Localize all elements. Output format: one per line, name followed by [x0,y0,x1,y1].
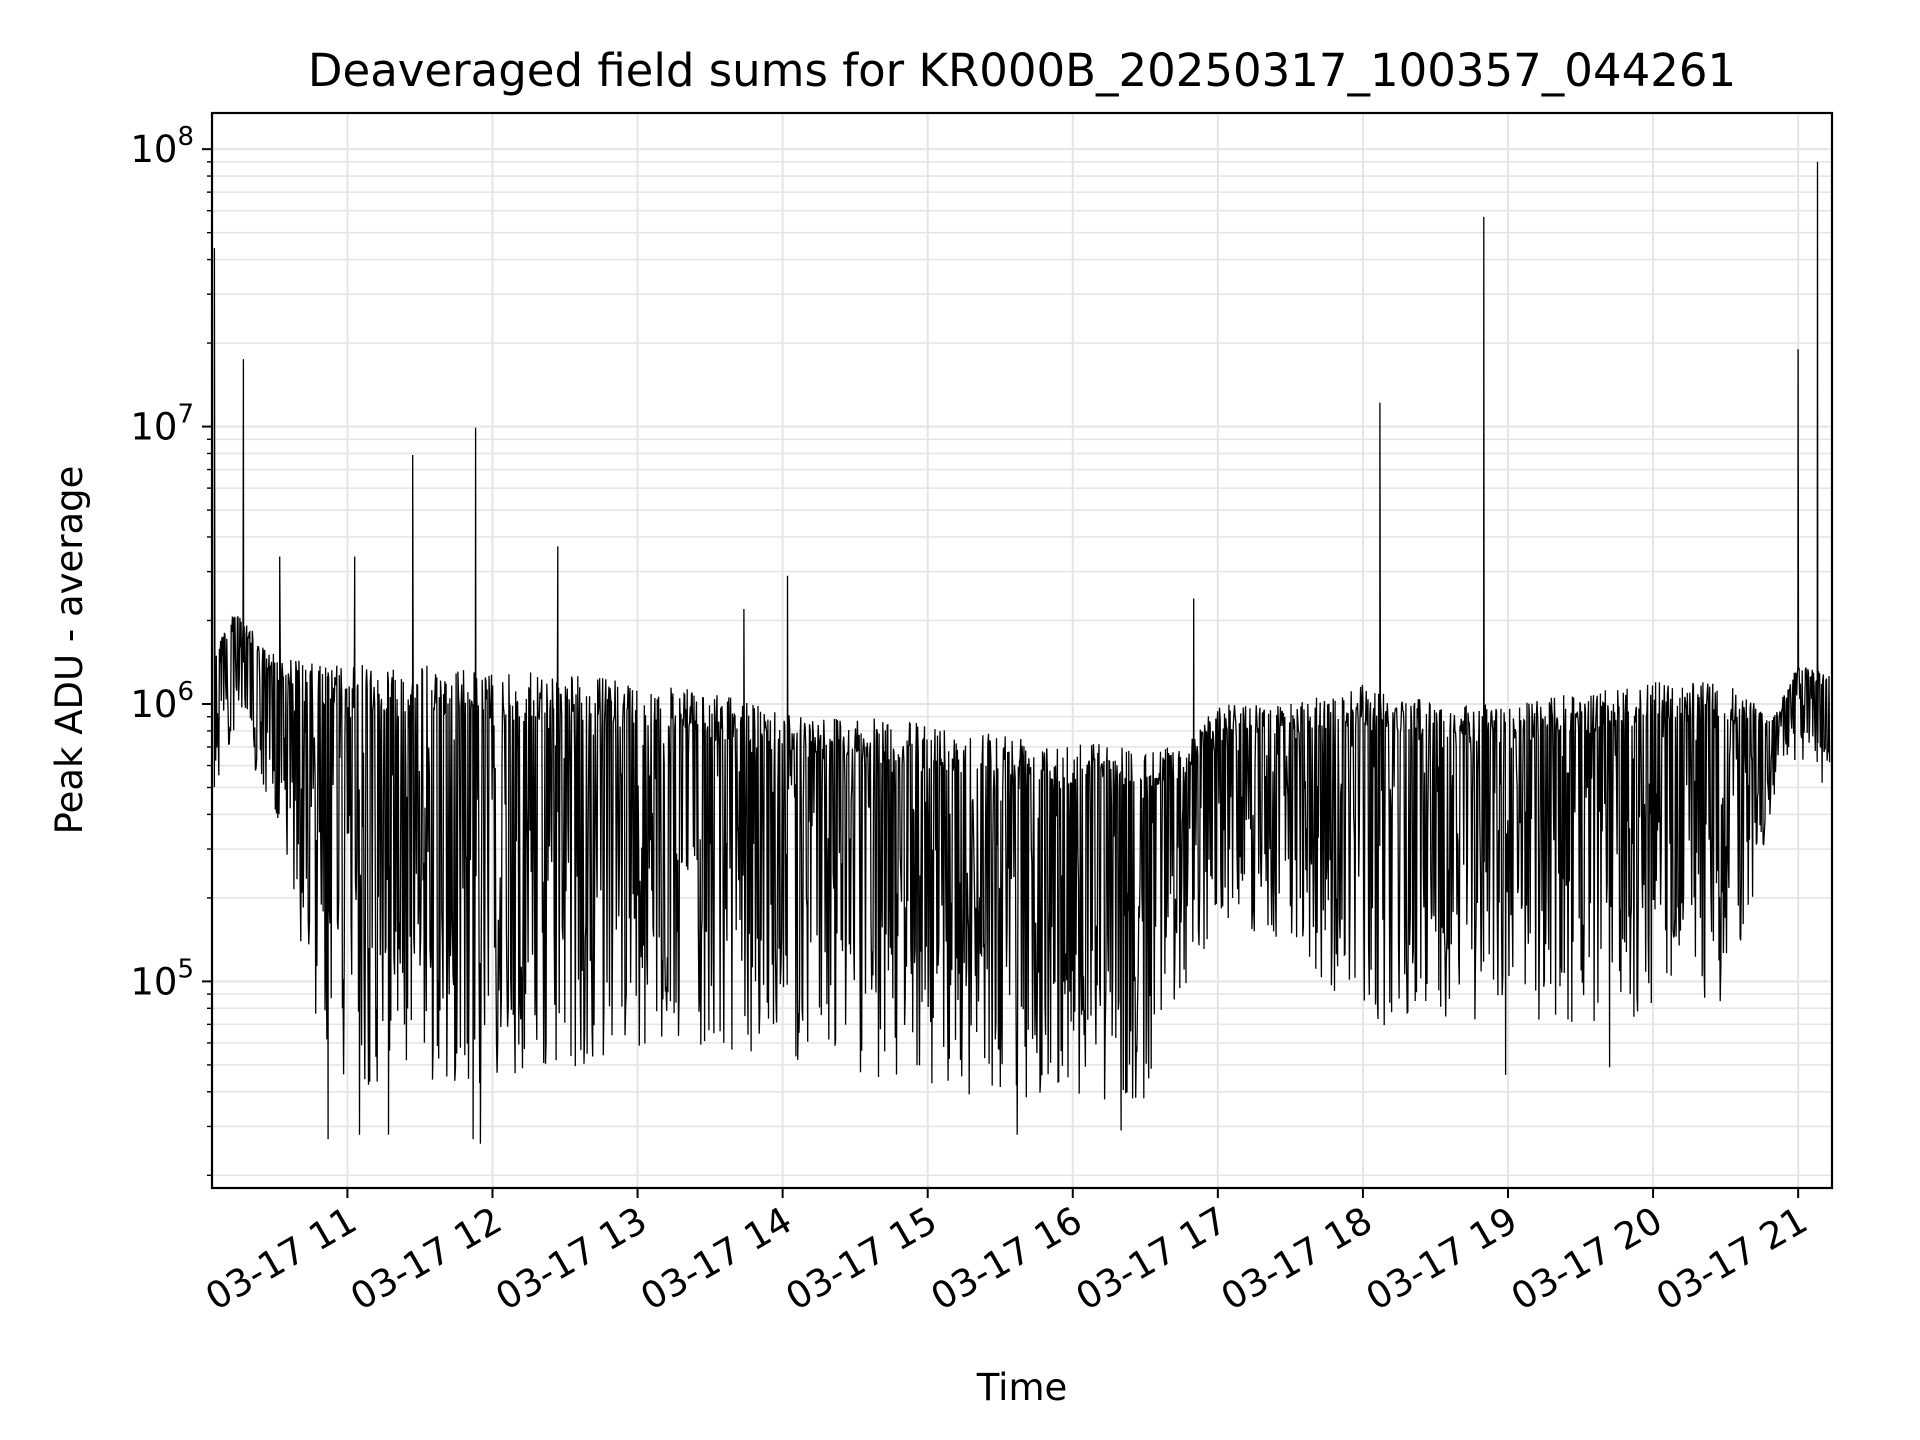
y-tick-label: 105 [130,954,194,1003]
y-tick-label: 107 [130,400,194,449]
y-tick-label: 108 [130,122,194,171]
x-axis-label: Time [976,1366,1068,1409]
series-path [213,161,1831,1144]
plot-frame [210,111,1834,1190]
series-line [213,161,1831,1144]
y-axis-label: Peak ADU - average [48,466,91,835]
chart-title: Deaveraged field sums for KR000B_2025031… [308,44,1736,97]
y-axis-ticks: 105 106 107 108 [130,122,212,1177]
y-tick-label: 106 [130,677,194,726]
